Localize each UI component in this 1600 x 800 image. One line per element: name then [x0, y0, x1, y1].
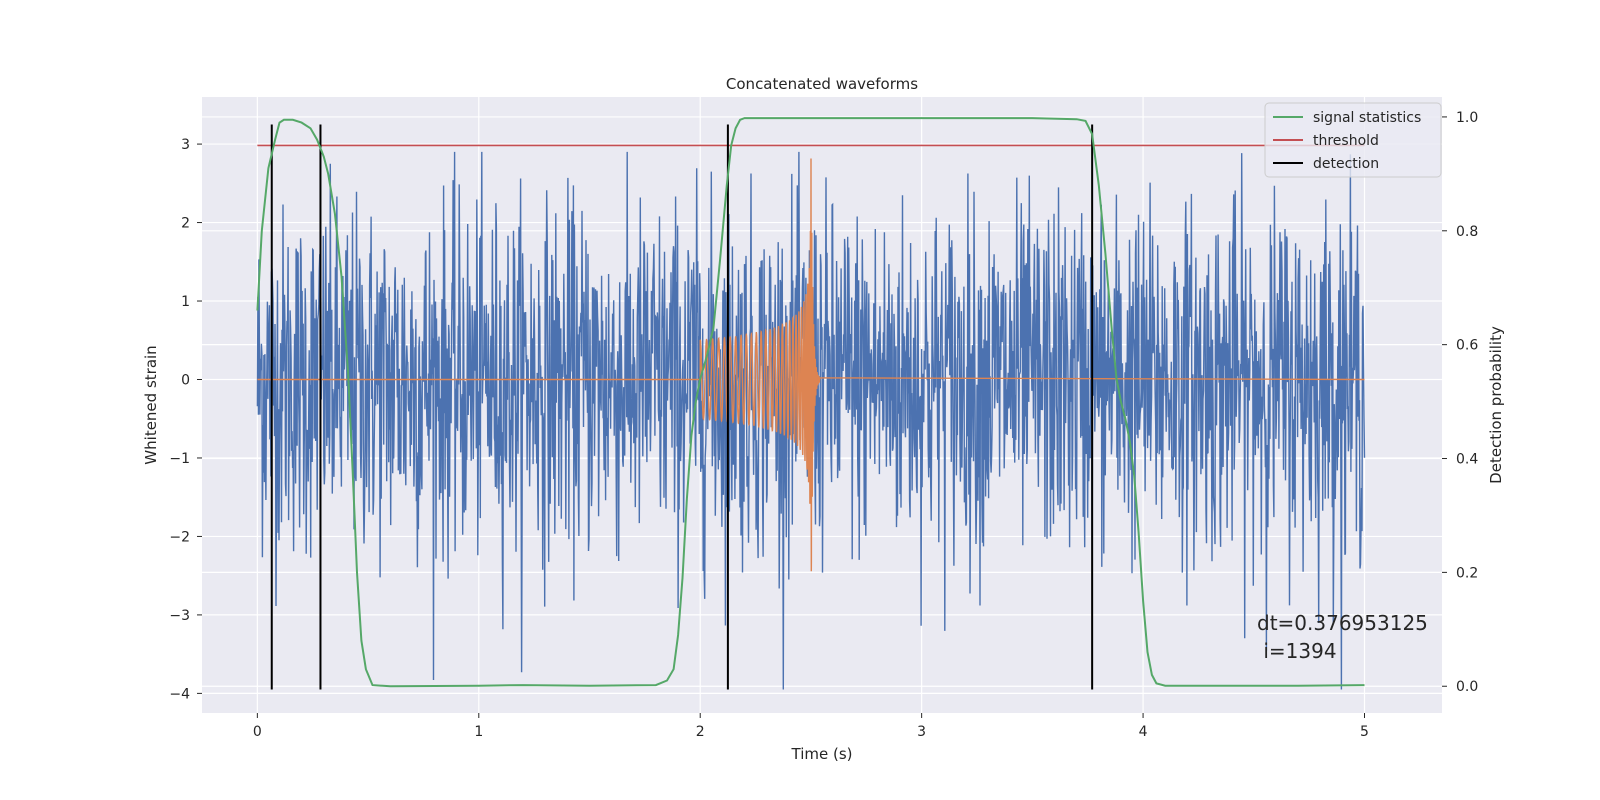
grid — [202, 97, 1442, 713]
y2-tick-label: 0.2 — [1456, 565, 1478, 581]
y-tick-label: −3 — [169, 608, 190, 624]
legend-label: signal statistics — [1313, 110, 1421, 126]
legend-label: threshold — [1313, 133, 1379, 149]
y-tick-label: −2 — [169, 529, 190, 545]
y-tick-label: −4 — [169, 686, 190, 702]
y2-tick-label: 0.8 — [1456, 224, 1478, 240]
y2-tick-label: 0.0 — [1456, 679, 1478, 695]
y-tick-label: 3 — [181, 137, 190, 153]
x-tick-label: 2 — [696, 724, 705, 740]
y-axis-label: Whitened strain — [142, 345, 160, 464]
x-tick-label: 4 — [1139, 724, 1148, 740]
y2-tick-label: 0.4 — [1456, 452, 1478, 468]
y-tick-label: −1 — [169, 451, 190, 467]
legend-box — [1264, 102, 1442, 178]
chart-title: Concatenated waveforms — [726, 75, 918, 93]
legend-label: detection — [1313, 156, 1379, 172]
x-tick-label: 1 — [474, 724, 483, 740]
axis-ticks: 0 1 2 3 4 5 −4 −3 −2 −1 0 1 2 3 0.0 0.2 0.4 0.6 0.8 1.0 — [169, 110, 1478, 740]
chirp-series-line — [257, 158, 1365, 572]
x-tick-label: 5 — [1360, 724, 1369, 740]
x-tick-label: 3 — [917, 724, 926, 740]
signal-statistics-line — [256, 117, 1365, 688]
plot-content — [256, 117, 1366, 690]
y2-axis-label: Detection probability — [1487, 326, 1505, 484]
y2-tick-label: 1.0 — [1456, 110, 1478, 126]
x-tick-label: 0 — [253, 724, 262, 740]
y2-tick-label: 0.6 — [1456, 338, 1478, 354]
y-tick-label: 2 — [181, 216, 190, 232]
y-tick-label: 1 — [181, 294, 190, 310]
x-axis-label: Time (s) — [791, 745, 853, 763]
legend: signal statistics threshold detection — [1264, 102, 1442, 178]
annotation-line: i=1394 — [1257, 639, 1337, 663]
y-tick-label: 0 — [181, 372, 190, 388]
annotation-line: dt=0.376953125 — [1257, 611, 1428, 635]
annotation-text: dt=0.376953125 i=1394 — [1257, 611, 1428, 663]
